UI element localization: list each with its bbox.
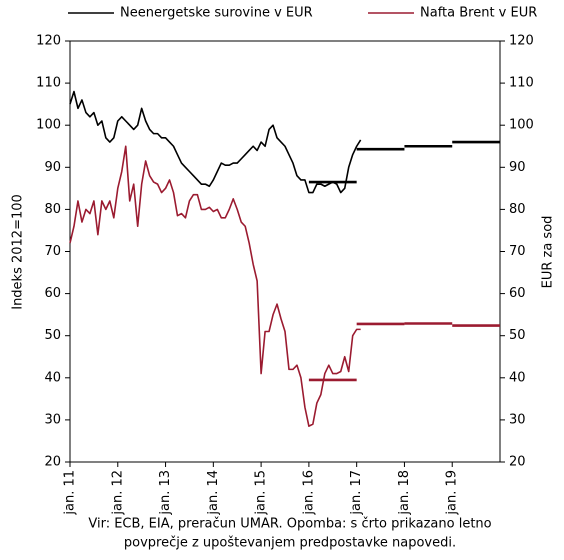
- y2-tick-label: 120: [509, 34, 534, 49]
- y-tick-label: 30: [44, 412, 61, 427]
- y-tick-label: 50: [44, 328, 61, 343]
- x-tick-label: jan. 12: [110, 470, 125, 516]
- x-tick-label: jan. 18: [397, 470, 412, 516]
- y2-tick-label: 90: [509, 160, 526, 175]
- x-tick-label: jan. 14: [206, 470, 221, 516]
- y2-tick-label: 50: [509, 328, 526, 343]
- x-tick-label: jan. 17: [349, 470, 364, 516]
- x-tick-label: jan. 19: [445, 470, 460, 516]
- y-axis-label: Indeks 2012=100: [11, 194, 26, 310]
- y2-tick-label: 80: [509, 202, 526, 217]
- y2-tick-label: 20: [509, 455, 526, 470]
- y-tick-label: 60: [44, 286, 61, 301]
- y2-tick-label: 30: [509, 412, 526, 427]
- y-tick-label: 100: [36, 118, 61, 133]
- y-tick-label: 110: [36, 76, 61, 91]
- legend-label: Neenergetske surovine v EUR: [120, 6, 313, 21]
- y-tick-label: 40: [44, 370, 61, 385]
- note: Vir: ECB, EIA, preračun UMAR. Opomba: s …: [88, 517, 491, 532]
- y2-tick-label: 70: [509, 244, 526, 259]
- note: povprečje z upoštevanjem predpostavke na…: [124, 536, 456, 551]
- y-tick-label: 120: [36, 34, 61, 49]
- y-tick-label: 20: [44, 455, 61, 470]
- y2-tick-label: 60: [509, 286, 526, 301]
- plot-frame: [69, 40, 501, 463]
- x-tick-label: jan. 11: [63, 470, 78, 516]
- y-tick-label: 70: [44, 244, 61, 259]
- series-line: [69, 145, 361, 428]
- x-tick-label: jan. 13: [158, 470, 173, 516]
- series-line: [69, 90, 362, 194]
- y2-tick-label: 40: [509, 370, 526, 385]
- y-tick-label: 80: [44, 202, 61, 217]
- y2-tick-label: 100: [509, 118, 534, 133]
- y2-tick-label: 110: [509, 76, 534, 91]
- y-tick-label: 90: [44, 160, 61, 175]
- x-tick-label: jan. 16: [301, 470, 316, 516]
- y2-axis-label: EUR za sod: [541, 216, 556, 289]
- x-tick-label: jan. 15: [254, 470, 269, 516]
- legend-label: Nafta Brent v EUR: [420, 6, 537, 21]
